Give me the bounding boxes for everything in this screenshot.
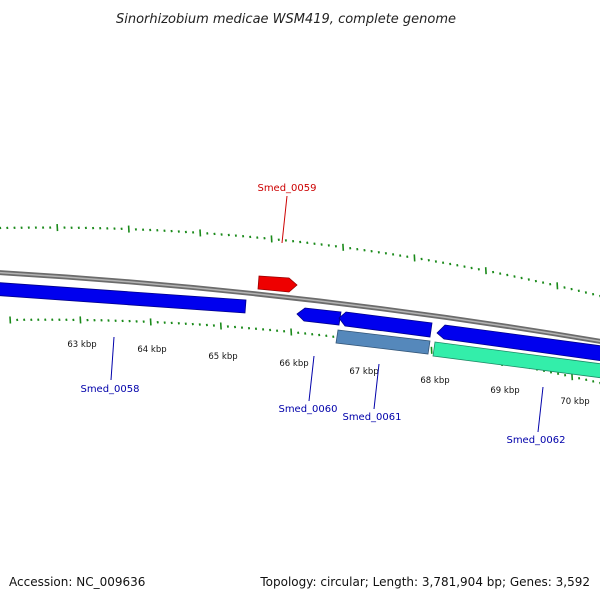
outer-tick-track [0,224,600,298]
gene-label-smed-0061[interactable]: Smed_0061 [342,412,401,423]
accession-text: Accession: NC_009636 [9,575,145,589]
genome-backbone [0,270,600,344]
tick-label: 67 kbp [349,367,378,377]
gene-smed-0059[interactable] [257,275,298,293]
tick-label: 65 kbp [208,352,237,362]
tick-label: 68 kbp [420,376,449,386]
tick-label: 69 kbp [490,386,519,396]
tick-label: 64 kbp [137,345,166,355]
tick-label: 66 kbp [279,359,308,369]
gene-label-smed-0059[interactable]: Smed_0059 [257,183,316,194]
gene-label-smed-0060[interactable]: Smed_0060 [278,404,337,415]
gene-smed-0061[interactable] [338,311,433,338]
genome-summary-text: Topology: circular; Length: 3,781,904 bp… [259,575,590,589]
tick-labels: 63 kbp 64 kbp 65 kbp 66 kbp 67 kbp 68 kb… [67,340,589,407]
gene-labels: Smed_0059 Smed_0058 Smed_0060 Smed_0061 … [80,183,565,446]
gene-label-smed-0062[interactable]: Smed_0062 [506,435,565,446]
tick-label: 63 kbp [67,340,96,350]
leader-line-smed-0061 [373,363,380,410]
tick-label: 70 kbp [560,397,589,407]
gene-smed-0061-cds[interactable] [335,329,431,355]
gene-smed-0062[interactable] [436,324,600,362]
gene-smed-0058[interactable] [0,282,247,314]
leader-line-smed-0058 [110,336,115,381]
gene-label-smed-0058[interactable]: Smed_0058 [80,384,139,395]
genome-backbone-highlight [0,271,600,343]
leader-line-smed-0059 [281,195,288,244]
leader-line-smed-0060 [308,355,315,402]
leader-line-smed-0062 [537,386,544,433]
gene-smed-0062-cds[interactable] [432,341,600,379]
gene-smed-0060[interactable] [296,307,342,326]
map-title: Sinorhizobium medicae WSM419, complete g… [116,12,456,27]
